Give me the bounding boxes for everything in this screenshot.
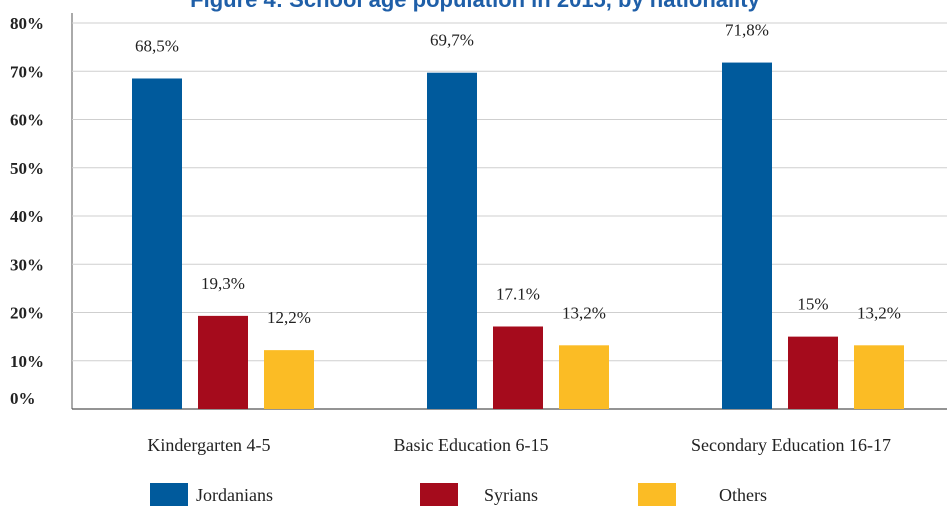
bar-syrians: [788, 336, 838, 409]
data-labels: 68,5% 19,3% 12,2% 69,7% 17.1% 13,2% 71,8% 15% 13…: [135, 21, 901, 328]
legend-swatch-jordanians: [150, 483, 188, 506]
y-axis-ticks: 0% 10% 20% 30% 40% 50% 60% 70% 80%: [10, 14, 44, 408]
bar-jordanians: [722, 62, 772, 409]
bar-jordanians: [427, 72, 477, 409]
data-label: 71,8%: [725, 21, 769, 40]
data-label: 15%: [797, 295, 828, 314]
legend-label: Jordanians: [196, 485, 273, 505]
data-label: 68,5%: [135, 36, 179, 55]
bar-others: [854, 345, 904, 409]
data-label: 19,3%: [201, 274, 245, 293]
bars: [132, 62, 904, 410]
y-tick-label: 80%: [10, 14, 44, 33]
data-label: 13,2%: [562, 303, 606, 322]
data-label: 12,2%: [267, 308, 311, 327]
bar-syrians: [198, 315, 248, 409]
legend-swatch-others: [638, 483, 676, 506]
data-label: 13,2%: [857, 303, 901, 322]
y-tick-label: 20%: [10, 304, 44, 323]
chart-title: Figure 4: School age population in 2015,…: [190, 0, 760, 12]
bar-others: [559, 345, 609, 409]
y-tick-label: 60%: [10, 111, 44, 130]
legend: Jordanians Syrians Others: [150, 483, 767, 506]
bar-jordanians: [132, 78, 182, 410]
x-axis-categories: Kindergarten 4-5 Basic Education 6-15 Seco…: [147, 435, 891, 455]
bar-others: [264, 350, 314, 409]
y-tick-label: 10%: [10, 352, 44, 371]
legend-swatch-syrians: [420, 483, 458, 506]
y-tick-label: 70%: [10, 62, 44, 81]
data-label: 69,7%: [430, 31, 474, 50]
x-category-label: Kindergarten 4-5: [147, 435, 270, 455]
legend-label: Others: [719, 485, 767, 505]
y-tick-label: 30%: [10, 255, 44, 274]
legend-label: Syrians: [484, 485, 538, 505]
y-tick-label: 50%: [10, 159, 44, 178]
y-tick-label: 40%: [10, 207, 44, 226]
data-label: 17.1%: [496, 284, 540, 303]
bar-syrians: [493, 326, 543, 409]
y-tick-label: 0%: [10, 389, 36, 408]
x-category-label: Secondary Education 16-17: [691, 435, 891, 455]
x-category-label: Basic Education 6-15: [394, 435, 549, 455]
